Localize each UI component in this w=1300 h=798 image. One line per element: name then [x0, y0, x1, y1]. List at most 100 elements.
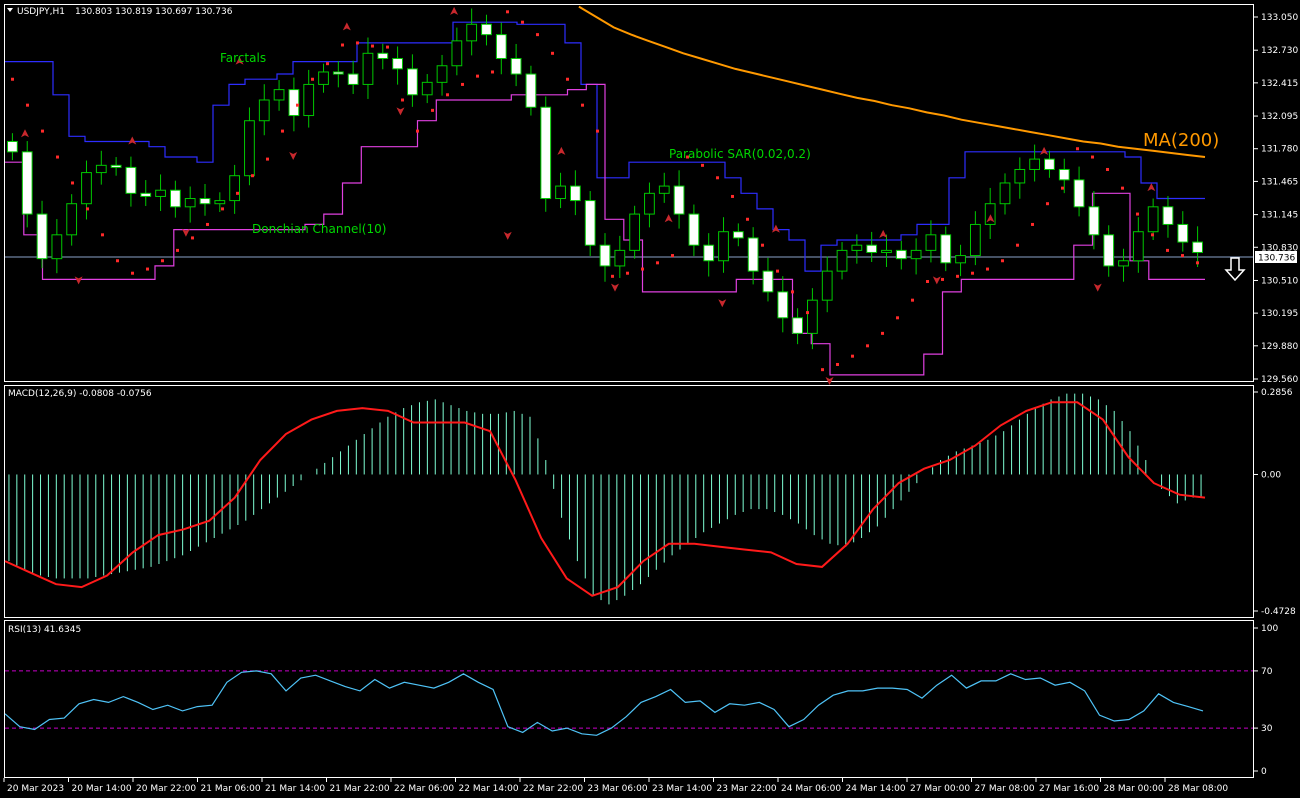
sar-dot: [701, 163, 704, 167]
candle-body-up: [1014, 168, 1026, 184]
donchian-lower-line: [5, 83, 1205, 376]
candle-body-up: [629, 213, 641, 251]
candle-body-up: [910, 249, 922, 260]
candle-body-up: [184, 198, 196, 208]
time-tick-label: 27 Mar 08:00: [975, 784, 1035, 794]
candle: [273, 80, 285, 111]
sar-dot: [176, 248, 179, 252]
sar-dot: [941, 277, 944, 281]
candle: [895, 240, 907, 270]
candle-body-down: [1192, 241, 1203, 253]
sar-dot: [221, 207, 224, 211]
candle: [362, 37, 374, 99]
sar-dot: [671, 254, 674, 258]
price-panel-frame: [4, 4, 1254, 382]
candle: [792, 308, 803, 345]
sar-label: Parabolic SAR(0.02,0.2): [669, 147, 811, 161]
candle-body-down: [481, 23, 492, 36]
rsi-plot[interactable]: [4, 670, 1253, 736]
candle-body-up: [644, 192, 655, 215]
sar-dot: [836, 362, 839, 366]
candle-body-down: [747, 237, 759, 272]
fractal-marker-icon: [1147, 183, 1156, 192]
sar-dot: [1196, 261, 1199, 265]
dropdown-triangle-icon[interactable]: [7, 8, 13, 12]
fractal-marker-icon: [1093, 283, 1102, 292]
candle-body-down: [1162, 206, 1174, 225]
sar-dot: [26, 103, 29, 107]
price-plot[interactable]: [5, 5, 1253, 386]
candle-body-down: [392, 57, 403, 70]
sar-dot: [1091, 155, 1094, 159]
fractal-marker-icon: [879, 229, 888, 238]
candle: [658, 172, 670, 203]
donchian-upper-line: [5, 21, 1205, 272]
macd-plot[interactable]: [4, 393, 1206, 605]
candle-body-down: [1177, 223, 1189, 243]
sar-dot: [911, 298, 914, 302]
ma200-line: [578, 5, 1206, 158]
sar-dot: [611, 274, 614, 278]
candle-body-down: [21, 151, 33, 215]
candle: [1088, 191, 1100, 250]
time-tick-label: 28 Mar 08:00: [1168, 784, 1228, 794]
sar-dot: [71, 181, 74, 185]
sar-dot: [761, 243, 764, 247]
candle-body-up: [466, 23, 478, 42]
candle: [910, 238, 922, 275]
candle-body-up: [925, 234, 937, 251]
candle: [732, 223, 744, 247]
fractal-marker-icon: [771, 224, 780, 233]
fractal-marker-icon: [718, 299, 727, 308]
candle-body-up: [229, 175, 241, 202]
sar-dot: [896, 316, 899, 320]
current-price-value: 130.736: [1258, 254, 1295, 264]
sar-dot: [506, 10, 509, 14]
sar-dot: [866, 344, 869, 348]
candle: [703, 233, 715, 277]
candle-body-up: [436, 65, 448, 83]
time-tick-label: 27 Mar 00:00: [910, 784, 970, 794]
candle: [1029, 144, 1041, 182]
price-tick-label: 133.050: [1261, 13, 1298, 23]
price-tick-label: 132.095: [1261, 112, 1298, 122]
candle: [392, 46, 403, 85]
candle: [125, 156, 137, 207]
candle-body-down: [125, 166, 137, 194]
sar-dot: [1151, 233, 1154, 237]
time-tick-label: 20 Mar 2023: [7, 784, 64, 794]
candle-body-down: [36, 213, 48, 260]
candle-body-down: [140, 192, 152, 197]
candle-body-down: [332, 71, 344, 75]
candle: [421, 74, 433, 104]
candle-body-down: [169, 189, 181, 208]
candle: [629, 205, 641, 259]
candle: [555, 172, 566, 209]
candle-body-up: [1147, 206, 1159, 233]
candle-body-down: [347, 73, 359, 85]
candle: [1073, 166, 1085, 217]
candle: [214, 192, 226, 213]
candle: [229, 164, 241, 214]
sar-dot: [11, 77, 14, 81]
macd-tick-label: 0.00: [1261, 470, 1281, 480]
candle-body-up: [614, 249, 626, 267]
sar-dot: [311, 77, 314, 81]
time-tick-label: 21 Mar 14:00: [265, 784, 325, 794]
sar-dot: [281, 129, 284, 133]
candle-body-up: [303, 83, 315, 117]
candle-body-down: [288, 89, 300, 117]
candle: [21, 141, 33, 228]
price-tick-label: 132.415: [1261, 79, 1298, 89]
sar-dot: [641, 267, 644, 271]
candle: [940, 226, 952, 272]
candle: [984, 187, 996, 239]
axes: 133.050 132.730 132.415 132.095 131.780 131.4…: [3, 13, 1298, 794]
time-tick-label: 23 Mar 06:00: [588, 784, 648, 794]
candle-body-up: [999, 182, 1011, 205]
candle-body-up: [881, 249, 892, 253]
price-tick-label: 131.465: [1261, 177, 1298, 187]
time-tick-label: 21 Mar 06:00: [201, 784, 261, 794]
sar-dot: [1061, 186, 1064, 190]
